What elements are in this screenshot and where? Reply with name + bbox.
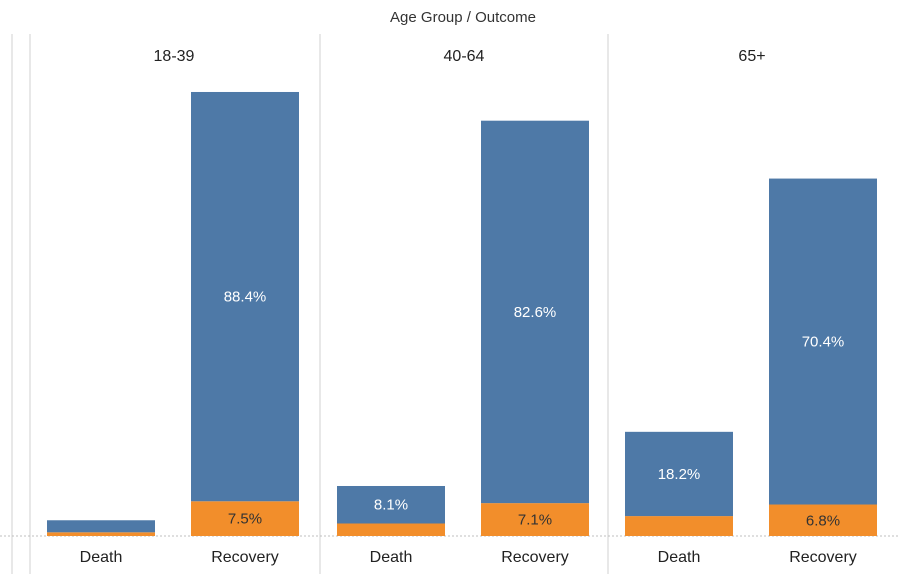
bar-bottom-0-0	[47, 532, 155, 536]
data-label-top-1-1: 82.6%	[514, 304, 557, 321]
bar-bottom-0-1	[191, 501, 299, 536]
bar-top-0-1	[191, 91, 299, 502]
group-label-0: 18-39	[154, 48, 195, 65]
data-label-bottom-2-1: 6.8%	[806, 512, 840, 529]
category-label-2-0: Death	[658, 549, 701, 566]
bar-bottom-1-1	[481, 503, 589, 536]
bar-top-2-1	[769, 178, 877, 505]
bar-top-1-1	[481, 120, 589, 504]
bar-top-0-0	[47, 520, 155, 533]
group-label-2: 65+	[738, 48, 765, 65]
category-label-1-0: Death	[370, 549, 413, 566]
data-labels: 88.4% 7.5% 8.1% 82.6% 7.1% 18.2% 70.4% 6.8%	[224, 289, 845, 530]
panel-dividers	[0, 34, 898, 574]
group-label-1: 40-64	[444, 48, 485, 65]
bars	[47, 91, 877, 536]
data-label-bottom-0-1: 7.5%	[228, 511, 262, 528]
data-label-top-2-1: 70.4%	[802, 334, 845, 351]
data-label-top-0-1: 88.4%	[224, 289, 267, 306]
category-label-0-0: Death	[80, 549, 123, 566]
bar-bottom-1-0	[337, 523, 445, 536]
category-label-2-1: Recovery	[789, 549, 857, 566]
bar-bottom-2-0	[625, 516, 733, 536]
bar-top-2-0	[625, 431, 733, 517]
data-label-top-2-0: 18.2%	[658, 466, 701, 483]
category-label-1-1: Recovery	[501, 549, 569, 566]
data-label-bottom-1-1: 7.1%	[518, 512, 552, 529]
bar-bottom-2-1	[769, 504, 877, 536]
header-title: Age Group / Outcome	[390, 9, 536, 26]
bar-top-1-0	[337, 485, 445, 524]
category-label-0-1: Recovery	[211, 549, 279, 566]
category-labels: Death Recovery Death Recovery Death Recovery	[80, 549, 857, 566]
group-labels: 18-39 40-64 65+	[154, 48, 766, 65]
data-label-top-1-0: 8.1%	[374, 497, 408, 514]
